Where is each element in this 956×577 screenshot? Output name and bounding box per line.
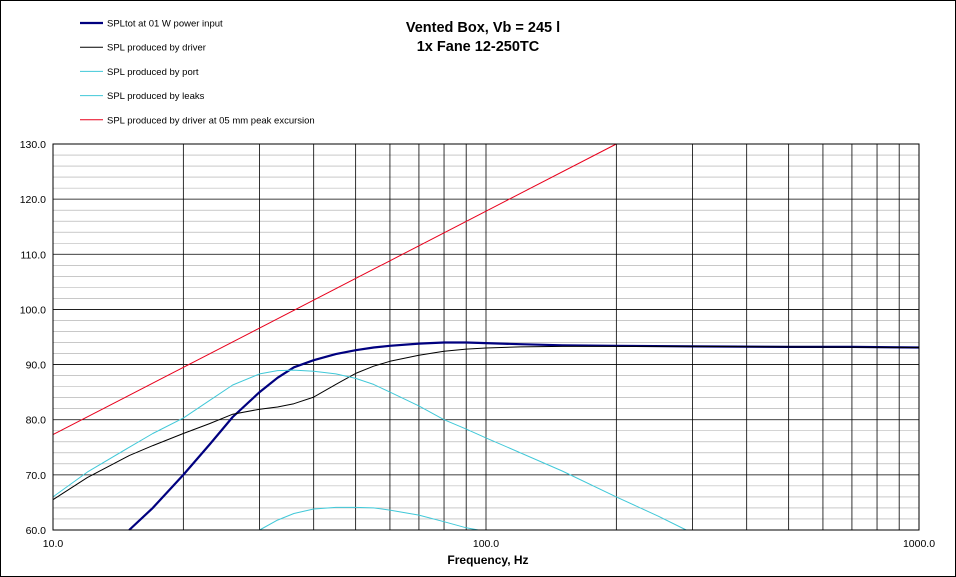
x-tick-label: 1000.0 [903, 538, 935, 550]
legend-label-4: SPL produced by driver at 05 mm peak exc… [107, 115, 315, 126]
chart-title-line-1: Vented Box, Vb = 245 l [406, 20, 560, 36]
series-line-2 [52, 369, 687, 531]
y-tick-label: 130.0 [20, 139, 46, 151]
y-axis-ticks: 130.0 120.0 110.0 100.0 90.0 80.0 70.0 60.0 [20, 139, 46, 537]
y-tick-label: 70.0 [26, 470, 47, 482]
legend: SPLtot at 01 W power input SPL produced b… [80, 19, 315, 126]
series-line-1 [52, 345, 920, 501]
series-group [52, 143, 920, 531]
x-tick-label: 10.0 [43, 538, 64, 550]
y-tick-label: 110.0 [21, 249, 47, 261]
y-tick-label: 120.0 [20, 194, 46, 206]
x-axis-label: Frequency, Hz [447, 553, 528, 567]
y-tick-label: 100.0 [20, 304, 46, 316]
legend-label-1: SPL produced by driver [107, 43, 206, 54]
series-line-3 [259, 506, 479, 531]
y-tick-label: 90.0 [26, 360, 47, 372]
x-tick-label: 100.0 [473, 538, 499, 550]
x-axis-ticks: 10.0 100.0 1000.0 [43, 538, 935, 550]
legend-label-0: SPLtot at 01 W power input [107, 19, 223, 30]
plot-border [52, 143, 920, 531]
y-tick-label: 60.0 [26, 525, 47, 537]
series-line-4 [52, 143, 617, 436]
legend-label-2: SPL produced by port [107, 67, 199, 78]
y-tick-label: 80.0 [26, 415, 47, 427]
chart-title-line-2: 1x Fane 12-250TC [417, 39, 540, 55]
legend-label-3: SPL produced by leaks [107, 91, 205, 102]
grid [53, 143, 919, 531]
